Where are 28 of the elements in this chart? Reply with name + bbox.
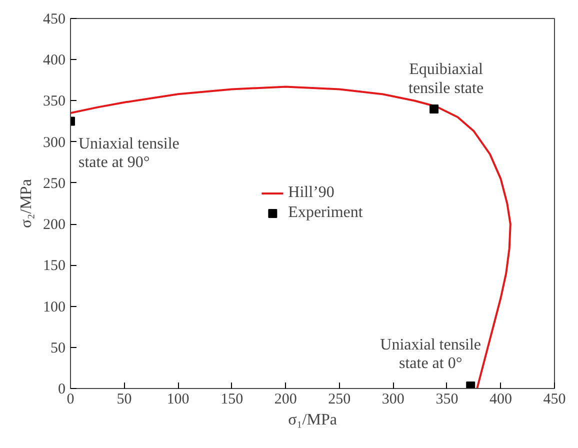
- x-tick-label: 400: [489, 392, 512, 408]
- legend-label: Hill’90: [288, 184, 334, 202]
- x-tick-label: 100: [166, 392, 190, 408]
- x-tick-label: 350: [436, 392, 458, 408]
- y-axis-title: σ₂/MPa: [18, 179, 35, 228]
- y-tick-label: 450: [43, 12, 66, 28]
- y-tick-label: 400: [43, 52, 66, 69]
- y-tick-label: 0: [58, 382, 66, 398]
- y-tick-label: 200: [43, 217, 66, 234]
- x-tick-label: 450: [543, 392, 566, 408]
- point: [430, 104, 439, 114]
- x-tick-label: 200: [274, 392, 297, 408]
- annotation: Uniaxial tensile state at 0°: [380, 336, 482, 372]
- x-tick-label: 300: [382, 392, 404, 408]
- point: [466, 382, 476, 388]
- x-tick-label: 150: [220, 392, 244, 408]
- annotation: Uniaxial tensile state at 90°: [78, 135, 180, 171]
- x-axis-title: σ₁/MPa: [288, 412, 337, 428]
- x-tick-label: 50: [116, 392, 132, 408]
- legend-label: Experiment: [288, 204, 363, 222]
- x-tick-label: 250: [328, 392, 351, 408]
- y-tick-label: 150: [43, 258, 66, 274]
- y-tick-label: 300: [43, 134, 66, 151]
- y-tick-label: 50: [50, 340, 66, 356]
- annotation: Equibiaxial tensile state: [408, 61, 484, 97]
- y-tick-label: 350: [43, 94, 66, 110]
- y-tick-label: 100: [43, 299, 66, 316]
- y-tick-label: 250: [43, 176, 66, 192]
